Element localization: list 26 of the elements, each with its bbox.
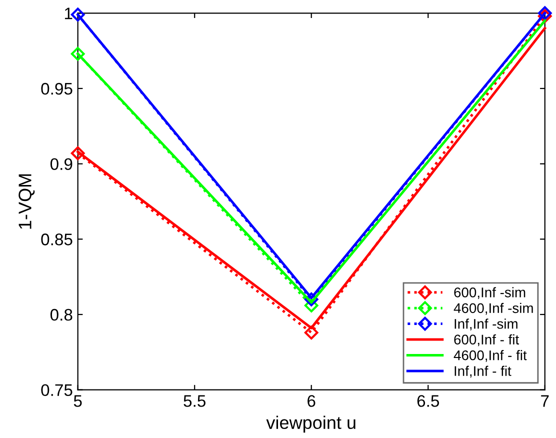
legend-label: 4600,Inf -sim (454, 302, 533, 315)
point (538, 9, 552, 24)
legend-label: Inf,Inf - fit (454, 366, 512, 378)
legend-label: 600,Inf - fit (454, 334, 520, 346)
point (304, 292, 318, 306)
x-axis-title: viewpoint u (266, 416, 356, 433)
y-tick-label: 0.8 (50, 308, 72, 321)
x-tick-label: 6 (308, 395, 316, 407)
point (70, 46, 85, 61)
legend-label: 600,Inf -sim (454, 287, 526, 299)
legend-label: 4600,Inf - fit (454, 350, 527, 362)
y-tick-label: 1 (64, 8, 72, 20)
legend-label: Inf,Inf -sim (454, 318, 518, 330)
point (304, 298, 318, 312)
x-tick-label: 7 (541, 395, 549, 407)
x-tick-label: 5 (74, 395, 82, 407)
x-tick-label: 5.5 (184, 395, 206, 407)
y-tick-label: 0.9 (50, 158, 72, 170)
y-tick-label: 0.75 (41, 384, 72, 396)
y-tick-label: 0.95 (41, 82, 72, 95)
y-axis-title: 1-VQM (18, 174, 35, 229)
point (304, 326, 318, 340)
point (538, 6, 552, 20)
x-tick-label: 6.5 (417, 395, 440, 407)
y-tick-label: 0.85 (41, 234, 72, 246)
point (70, 146, 85, 160)
